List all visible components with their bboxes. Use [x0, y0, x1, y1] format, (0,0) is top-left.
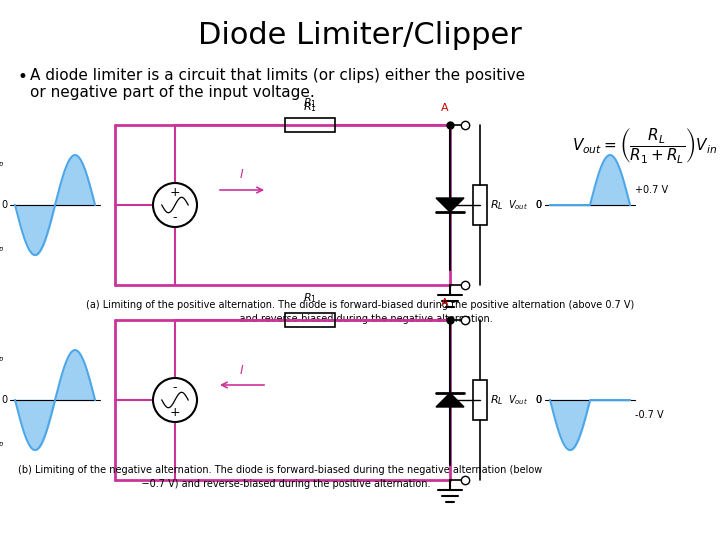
Text: $I$: $I$	[239, 363, 245, 376]
Polygon shape	[436, 393, 464, 407]
Text: $R_1$: $R_1$	[303, 96, 317, 110]
Text: $V_p$: $V_p$	[0, 156, 5, 170]
Text: (a) Limiting of the positive alternation. The diode is forward-biased during the: (a) Limiting of the positive alternation…	[86, 300, 634, 324]
Text: $R_1$: $R_1$	[303, 291, 317, 305]
Text: 0: 0	[536, 395, 542, 405]
Text: Diode Limiter/Clipper: Diode Limiter/Clipper	[198, 21, 522, 50]
Text: $V_{in}$: $V_{in}$	[0, 198, 1, 212]
Text: +0.7 V: +0.7 V	[635, 185, 668, 195]
Text: 0: 0	[1, 200, 7, 210]
Text: $-V_p$: $-V_p$	[0, 240, 5, 255]
Polygon shape	[436, 198, 464, 212]
Text: 0: 0	[1, 395, 7, 405]
Text: A: A	[441, 298, 449, 308]
Text: A: A	[441, 103, 449, 113]
Text: -: -	[173, 381, 177, 394]
Text: -: -	[173, 211, 177, 224]
Text: $R_1$: $R_1$	[303, 100, 317, 114]
Text: $R_L$: $R_L$	[490, 393, 503, 407]
Text: +: +	[170, 186, 180, 199]
Text: 0: 0	[536, 200, 542, 210]
Text: $V_p$: $V_p$	[0, 350, 5, 365]
Text: $V_{out}$: $V_{out}$	[508, 393, 528, 407]
Text: $V_{out}$: $V_{out}$	[508, 198, 528, 212]
Text: $R_L$: $R_L$	[490, 198, 503, 212]
Text: 0: 0	[536, 395, 542, 405]
Text: $V_{out} = \left(\dfrac{R_L}{R_1+R_L}\right)V_{in}$: $V_{out} = \left(\dfrac{R_L}{R_1+R_L}\ri…	[572, 125, 718, 165]
Text: +: +	[170, 406, 180, 419]
Text: A diode limiter is a circuit that limits (or clips) either the positive: A diode limiter is a circuit that limits…	[30, 68, 525, 83]
Text: or negative part of the input voltage.: or negative part of the input voltage.	[30, 85, 315, 100]
Text: $V_{in}$: $V_{in}$	[0, 393, 1, 407]
Text: $-V_p$: $-V_p$	[0, 435, 5, 450]
Text: $I$: $I$	[239, 168, 245, 181]
Text: 0: 0	[536, 200, 542, 210]
Text: •: •	[18, 68, 28, 86]
Text: -0.7 V: -0.7 V	[635, 410, 664, 420]
Text: (b) Limiting of the negative alternation. The diode is forward-biased during the: (b) Limiting of the negative alternation…	[18, 465, 542, 489]
